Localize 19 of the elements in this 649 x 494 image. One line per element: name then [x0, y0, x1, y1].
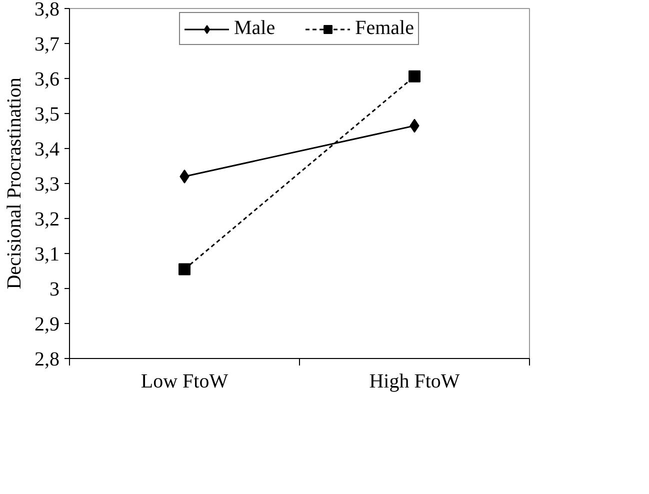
y-tick-label: 3,3 [34, 174, 60, 196]
x-tick-label: Low FtoW [140, 370, 228, 392]
legend-label: Female [355, 17, 414, 40]
y-tick-label: 3,6 [34, 68, 60, 90]
y-tick-label: 3,8 [34, 0, 60, 20]
point [178, 263, 190, 276]
point [408, 70, 420, 82]
y-tick-label: 3,4 [34, 138, 60, 160]
legend-label: Male [234, 17, 276, 40]
y-tick-label: 3,5 [34, 104, 60, 126]
y-tick-label: 3,7 [34, 34, 60, 56]
y-tick-label: 2,8 [34, 348, 60, 370]
x-tick-label: High FtoW [369, 370, 460, 392]
y-tick-label: 3,1 [34, 244, 60, 266]
y-axis-title: Decisional Procrastination [4, 78, 26, 290]
point [180, 170, 190, 184]
y-tick-label: 2,9 [34, 314, 60, 336]
y-tick-label: 3,2 [34, 208, 60, 230]
y-tick-label: 3 [50, 278, 60, 300]
